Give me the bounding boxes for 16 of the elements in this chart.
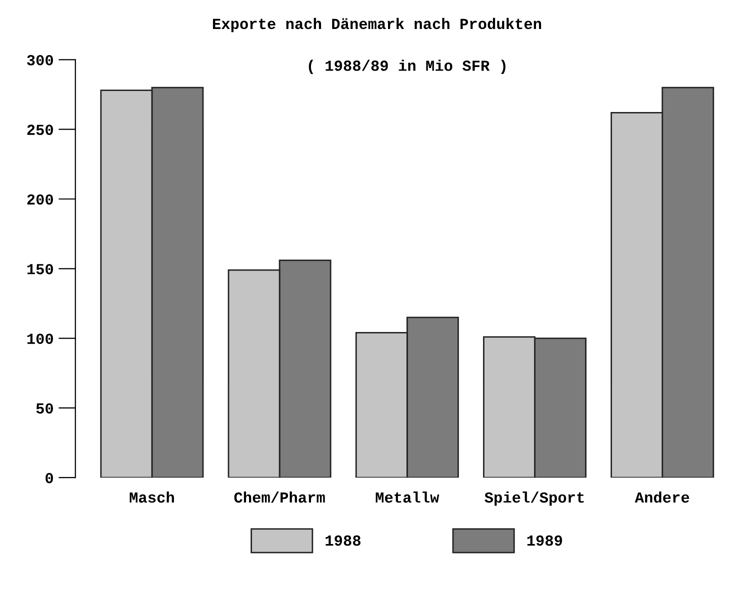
- x-tick-label: Spiel/Sport: [484, 491, 584, 506]
- x-tick-label: Metallw: [376, 491, 440, 503]
- x-tick-label: Andere: [634, 491, 690, 503]
- legend-label: 1989: [527, 535, 562, 546]
- y-tick-label: 250: [27, 124, 53, 136]
- legend-label: 1988: [326, 535, 361, 546]
- y-tick-label: 100: [27, 334, 53, 344]
- y-tick-label: 300: [27, 55, 53, 66]
- y-tick-label: 0: [46, 472, 53, 484]
- x-tick-label: Chem/Pharm: [234, 491, 325, 503]
- y-tick-label: 150: [27, 264, 53, 274]
- chart-title: Exporte nach Dänemark nach Produkten: [212, 18, 542, 32]
- y-tick-label: 50: [36, 403, 53, 414]
- y-tick-label: 200: [27, 194, 53, 205]
- chart-subtitle: ( 1988/89 in Mio SFR ): [308, 60, 506, 74]
- x-tick-label: Masch: [130, 491, 174, 503]
